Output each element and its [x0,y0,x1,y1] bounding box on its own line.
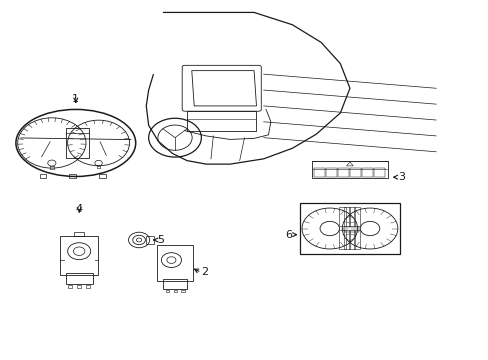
Bar [77,285,81,288]
Bar [349,168,360,177]
Bar [339,230,345,249]
Bar [181,290,184,292]
Bar [339,207,345,226]
Bar [68,285,72,288]
Bar [353,207,359,226]
Bar [325,168,336,177]
Bar [86,285,90,288]
Text: 1: 1 [72,94,79,104]
Bar [348,230,354,249]
Bar [163,279,186,289]
Bar [157,245,193,280]
Bar [65,274,92,284]
Bar [60,237,98,275]
Bar [343,228,358,231]
Text: 4: 4 [76,204,82,214]
Bar [186,111,256,131]
Bar [146,236,154,244]
Text: 3: 3 [397,172,404,182]
Bar [165,290,169,292]
Text: 5: 5 [157,235,164,245]
Bar [313,168,324,177]
Bar [311,161,387,178]
Bar [99,174,106,178]
Bar [66,128,89,158]
Bar [173,290,177,292]
Text: 6: 6 [285,230,292,240]
Bar [373,168,385,177]
Bar [69,174,76,178]
Bar [344,230,350,249]
Bar [74,232,84,237]
Bar [299,203,399,254]
Bar [361,168,372,177]
Bar [40,174,46,178]
Text: 2: 2 [201,267,208,278]
Bar [348,207,354,226]
Bar [344,207,350,226]
Bar [337,168,348,177]
Bar [353,230,359,249]
